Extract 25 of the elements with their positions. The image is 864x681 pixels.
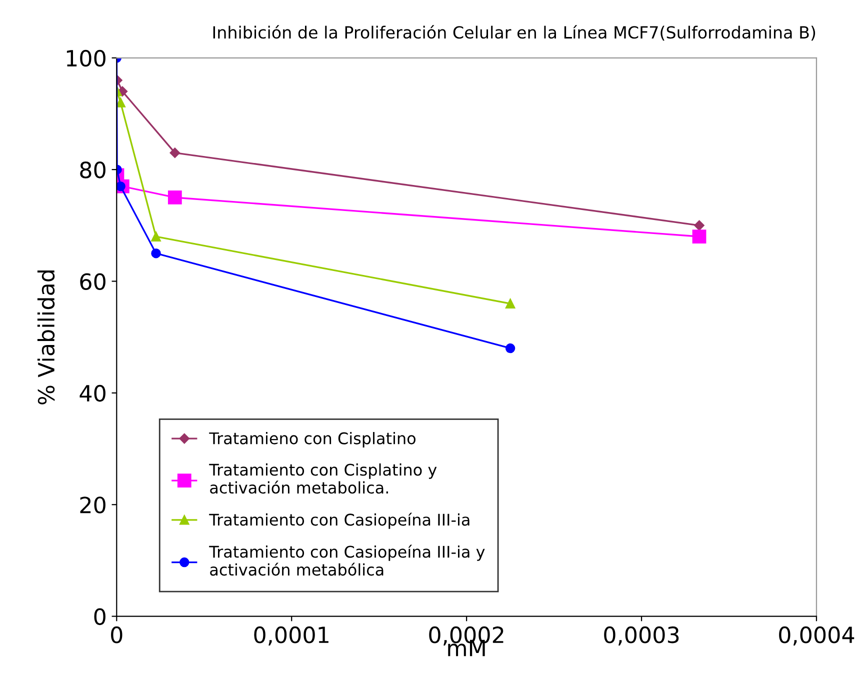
y-tick-label: 20 — [80, 496, 106, 514]
x-tick-label: 0,0003 — [604, 626, 679, 646]
point — [151, 248, 161, 258]
y-tick-label: 100 — [66, 50, 106, 67]
y-tick-label: 0 — [94, 608, 106, 626]
point — [168, 190, 182, 204]
legend-label: Tratamieno con Cisplatino — [209, 432, 416, 448]
y-axis-title: % Viabilidad — [37, 270, 55, 404]
chart-title: Inhibición de la Proliferación Celular en la Línea MCF7(Sulforrodamina B) — [213, 25, 816, 41]
point — [694, 220, 704, 231]
point — [692, 230, 706, 244]
y-tick-label: 40 — [80, 384, 106, 402]
x-tick-label: 0 — [111, 626, 122, 644]
point — [505, 298, 516, 308]
point — [116, 98, 126, 108]
legend-label: Tratamiento con Cisplatino y activación metabolica. — [209, 463, 437, 494]
point — [151, 232, 161, 242]
point — [170, 148, 180, 158]
x-tick-label: 0,0004 — [779, 626, 854, 646]
legend-label: Tratamiento con Casiopeína III-ia — [209, 512, 470, 529]
legend-label: Tratamiento con Casiopeína III-ia y activación metabólica — [209, 544, 485, 576]
y-tick-label: 60 — [80, 273, 106, 290]
point — [505, 343, 516, 354]
x-tick-label: 0,0001 — [254, 626, 328, 646]
y-tick-label: 80 — [80, 162, 106, 178]
